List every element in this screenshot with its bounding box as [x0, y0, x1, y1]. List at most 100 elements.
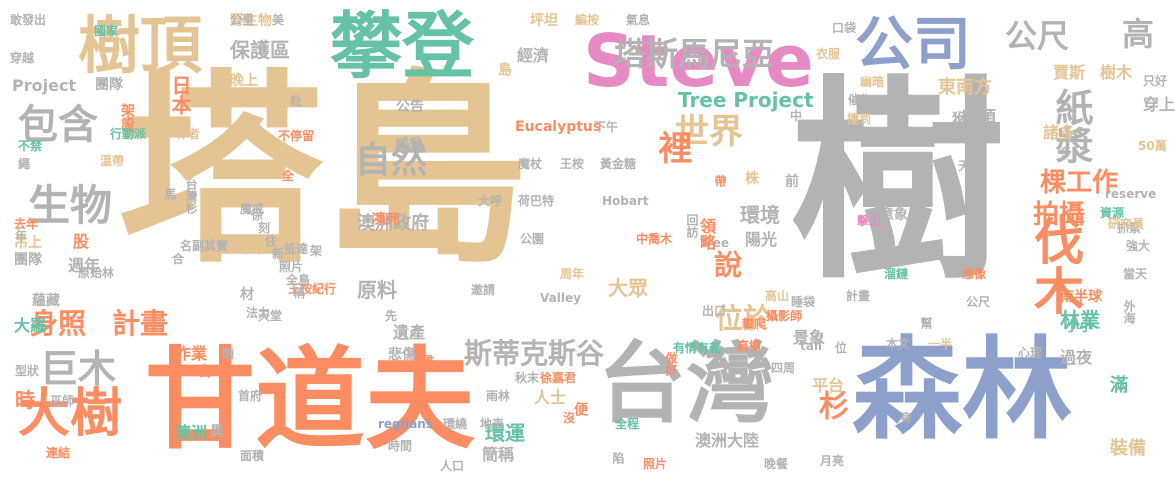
cloud-word: 前 — [785, 174, 799, 190]
cloud-word: 行動派 — [110, 127, 147, 141]
cloud-word: 塔斯馬尼亞 — [614, 35, 775, 73]
cloud-word: 做好 — [664, 352, 678, 376]
cloud-word: 斯蒂克斯谷 — [464, 337, 605, 370]
cloud-word: 東南方 — [938, 77, 992, 98]
cloud-word: 50萬 — [1138, 139, 1167, 153]
cloud-word: 大樹 — [18, 384, 123, 444]
cloud-word: 王桉紀行 — [288, 282, 337, 296]
cloud-word: 秋末 — [515, 371, 540, 385]
cloud-word: 口袋 — [832, 21, 857, 35]
cloud-word: 公司 — [855, 10, 972, 78]
cloud-word: 國家 — [94, 24, 119, 38]
cloud-word: 樹頂 — [78, 9, 203, 82]
cloud-word: 資源 — [1100, 206, 1125, 220]
cloud-word: 紙漿 — [1049, 88, 1093, 164]
cloud-word: 全程 — [615, 417, 640, 431]
cloud-word: 滿 — [1107, 375, 1128, 393]
cloud-word: 吊上 — [14, 235, 42, 251]
cloud-word: 環運 — [485, 421, 525, 445]
cloud-word: 陽光 — [745, 230, 778, 249]
cloud-word: 衣服 — [816, 47, 841, 61]
cloud-word: 作者 — [176, 127, 201, 141]
cloud-word: 有情有義 — [673, 341, 722, 355]
cloud-word: 時間 — [388, 439, 413, 453]
cloud-word: 月亮 — [820, 454, 845, 468]
cloud-word: 高樹 — [737, 339, 762, 353]
cloud-word: 回訪 — [685, 214, 699, 238]
cloud-word: 澳洲 — [175, 423, 208, 442]
cloud-word: 架 — [310, 244, 323, 258]
cloud-word: 台灣 — [598, 332, 775, 435]
cloud-word: 年 — [15, 229, 28, 243]
cloud-word: 高 — [1122, 15, 1155, 53]
cloud-word: 裝備 — [1110, 438, 1146, 459]
cloud-word: 時 — [15, 388, 35, 412]
cloud-word: 赴 — [290, 94, 303, 108]
cloud-word: 意象 — [880, 207, 908, 223]
cloud-word: 領略 — [697, 218, 716, 250]
cloud-word: 保護區 — [230, 38, 290, 62]
cloud-word: 幫 — [919, 317, 933, 329]
cloud-word: 樹木 — [1100, 63, 1133, 82]
cloud-word: 環繞 — [443, 417, 468, 431]
cloud-word: 拍攝 — [1033, 200, 1086, 230]
cloud-word: 徐嘉君 — [540, 371, 577, 385]
cloud-word: 巨木 — [40, 347, 117, 391]
cloud-word: 包含 — [18, 102, 98, 148]
cloud-word: 坪坦 — [530, 13, 558, 29]
cloud-word: 大呼 — [478, 194, 503, 208]
cloud-word: 景象 — [793, 328, 826, 347]
cloud-word: 溜鏈 — [884, 267, 909, 281]
cloud-word: 天黑 — [958, 159, 983, 173]
cloud-word: 強大 — [1126, 239, 1151, 253]
cloud-word: 世界 — [675, 112, 743, 152]
cloud-word: 野生物 — [230, 13, 272, 29]
cloud-word: 魔戒 — [240, 202, 265, 216]
cloud-word: 股 — [73, 232, 90, 251]
cloud-word: 材 — [240, 287, 254, 303]
cloud-word: 生物 — [28, 181, 113, 230]
cloud-word: 人士 — [534, 388, 567, 407]
cloud-word: 不禁 — [18, 139, 43, 153]
cloud-word: 猴子 — [952, 110, 985, 129]
cloud-word: 王桉 — [560, 157, 585, 171]
cloud-word: 威脅 — [395, 137, 423, 153]
cloud-word: 下午 — [594, 120, 619, 134]
cloud-word: 徐 — [251, 208, 264, 222]
cloud-word: Eucalyptus — [515, 119, 602, 135]
cloud-word: 異 — [210, 424, 224, 440]
cloud-word: 計畫 — [112, 307, 169, 340]
cloud-word: 過夜 — [1060, 348, 1093, 367]
cloud-word: 攀登 — [330, 4, 475, 88]
cloud-word: 島 — [496, 62, 512, 76]
cloud-word: 一半 — [928, 337, 953, 351]
cloud-word: 催生 — [848, 93, 873, 107]
cloud-word: 台 — [198, 364, 212, 380]
cloud-word: 位 — [835, 341, 848, 355]
cloud-word: 法力 — [246, 306, 271, 320]
cloud-word: 蘊藏 — [32, 293, 60, 309]
cloud-word: Tree — [700, 236, 730, 250]
cloud-word: 先 — [385, 309, 398, 323]
cloud-word: 擊上 — [857, 214, 882, 228]
cloud-word: 陷 — [611, 452, 625, 464]
cloud-word: 攝影師 — [766, 309, 803, 323]
cloud-word: 溫帶 — [100, 154, 125, 168]
cloud-word: 荷巴特 — [518, 194, 555, 208]
cloud-word: 繩 — [18, 157, 31, 171]
cloud-word: Valley — [540, 291, 581, 305]
cloud-word: 型狀 — [15, 364, 40, 378]
cloud-word: 凍死 — [372, 212, 400, 228]
cloud-word: 身照 — [30, 307, 87, 340]
cloud-word: 令 — [1058, 146, 1071, 160]
cloud-word: 穿上 — [1143, 95, 1175, 114]
cloud-word: 裡 — [652, 130, 692, 164]
cloud-word: 編按 — [575, 13, 600, 27]
cloud-word: 研究員 — [1108, 217, 1145, 231]
cloud-word: 點 — [885, 129, 899, 145]
cloud-word: 棵工作 — [1040, 168, 1119, 198]
cloud-word: 人口 — [440, 459, 465, 473]
cloud-word: 諸多 — [1043, 123, 1076, 142]
cloud-word: 大羅 — [14, 316, 47, 335]
